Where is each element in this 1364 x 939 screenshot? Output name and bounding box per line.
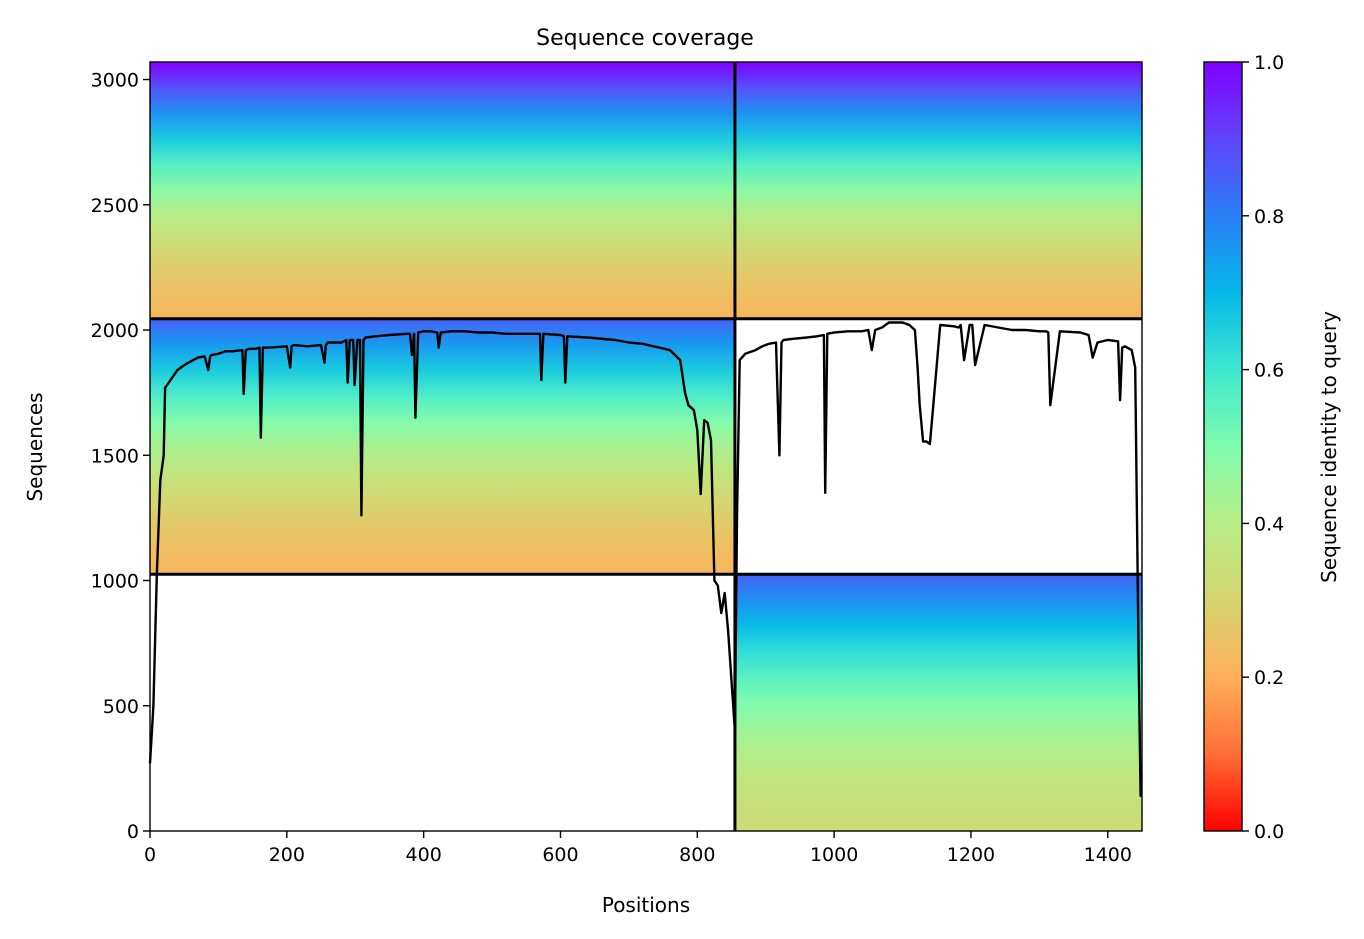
colorbar-label: Sequence identity to query: [1317, 311, 1341, 583]
msa-block: [734, 62, 1142, 319]
y-axis: 0 500 1000 1500 2000 2500 3000: [91, 70, 150, 843]
colorbar-tick-label: 0.2: [1254, 667, 1284, 689]
plot-area: [148, 61, 1143, 832]
y-tick-label: 500: [103, 696, 139, 718]
msa-block: [150, 62, 735, 319]
coverage-line: [148, 321, 1142, 798]
x-tick-label: 200: [269, 844, 305, 866]
colorbar-tick-label: 1.0: [1254, 52, 1284, 74]
y-tick-label: 1500: [91, 445, 139, 467]
msa-block: [150, 318, 735, 575]
y-tick-label: 2500: [91, 195, 139, 217]
colorbar-tick-label: 0.4: [1254, 513, 1284, 535]
plot-frame: [149, 61, 1143, 832]
chart-title: Sequence coverage: [536, 26, 754, 51]
x-tick-label: 0: [144, 844, 156, 866]
x-tick-label: 800: [679, 844, 715, 866]
x-axis: 0 200 400 600 800 1000 1200 1400: [144, 831, 1132, 866]
colorbar: 0.0 0.2 0.4 0.6 0.8 1.0 Sequence identity to …: [1203, 52, 1341, 843]
y-tick-label: 2000: [91, 320, 139, 342]
x-tick-label: 600: [542, 844, 578, 866]
x-axis-label: Positions: [602, 893, 690, 917]
x-tick-label: 1000: [810, 844, 858, 866]
x-tick-label: 400: [406, 844, 442, 866]
colorbar-tick-label: 0.6: [1254, 360, 1284, 382]
msa-blocks: [150, 62, 1142, 831]
x-tick-label: 1200: [947, 844, 995, 866]
x-tick-label: 1400: [1084, 844, 1132, 866]
y-tick-label: 1000: [91, 571, 139, 593]
colorbar-tick-label: 0.8: [1254, 206, 1284, 228]
colorbar-tick-label: 0.0: [1254, 821, 1284, 843]
y-tick-label: 3000: [91, 70, 139, 92]
y-tick-label: 0: [127, 821, 139, 843]
colorbar-gradient: [1203, 61, 1243, 832]
y-axis-label: Sequences: [23, 392, 47, 501]
msa-block: [734, 574, 1142, 831]
colorbar-ticks: 0.0 0.2 0.4 0.6 0.8 1.0: [1242, 52, 1284, 843]
